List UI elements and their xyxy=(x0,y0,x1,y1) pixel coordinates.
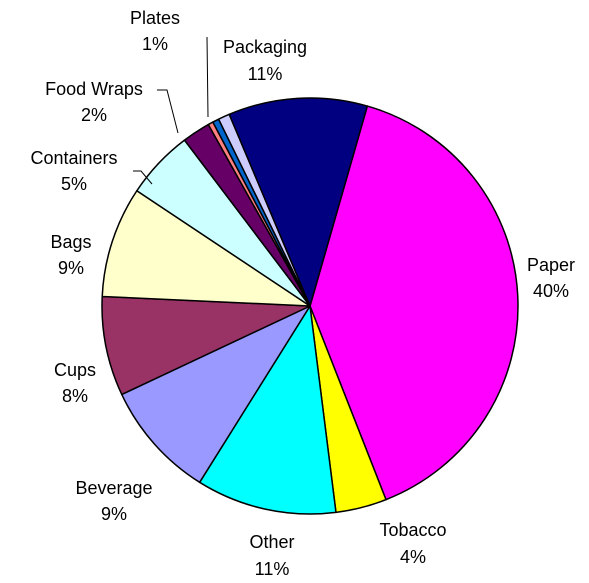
pie-slices xyxy=(101,97,519,515)
label-containers-name: Containers xyxy=(30,148,117,168)
label-tobacco-pct: 4% xyxy=(400,547,426,567)
label-paper-pct: 40% xyxy=(533,281,569,301)
pie-slice-packaging xyxy=(228,97,369,307)
slice-labels: Paper 40% Tobacco 4% Other 11% Beverage … xyxy=(30,8,575,579)
pie-slice-paper xyxy=(309,105,519,501)
leader-line-plates xyxy=(206,36,209,118)
label-plates-pct: 1% xyxy=(142,34,168,54)
label-plates-name: Plates xyxy=(130,8,180,28)
label-other-pct: 11% xyxy=(255,559,290,579)
label-paper-name: Paper xyxy=(527,255,575,275)
label-food-wraps-pct: 2% xyxy=(81,105,107,125)
label-beverage-pct: 9% xyxy=(101,504,127,524)
label-food-wraps-name: Food Wraps xyxy=(45,79,143,99)
label-cups-pct: 8% xyxy=(62,386,88,406)
pie-slice-bags xyxy=(101,190,311,307)
label-tobacco-name: Tobacco xyxy=(379,520,446,540)
label-containers-pct: 5% xyxy=(61,174,87,194)
label-other-name: Other xyxy=(249,532,294,552)
label-bags-pct: 9% xyxy=(58,258,84,278)
label-bags-name: Bags xyxy=(50,232,91,252)
pie-slice-beverage xyxy=(121,305,311,484)
leader-line-food-wraps xyxy=(157,89,179,134)
pie-slice-other xyxy=(198,305,337,515)
leader-lines xyxy=(133,36,209,185)
label-beverage-name: Beverage xyxy=(75,478,152,498)
label-packaging-pct: 11% xyxy=(248,64,283,84)
label-cups-name: Cups xyxy=(54,360,96,380)
label-packaging-name: Packaging xyxy=(223,37,307,57)
pie-slice-cups xyxy=(101,295,311,396)
leader-line-containers xyxy=(133,170,153,185)
